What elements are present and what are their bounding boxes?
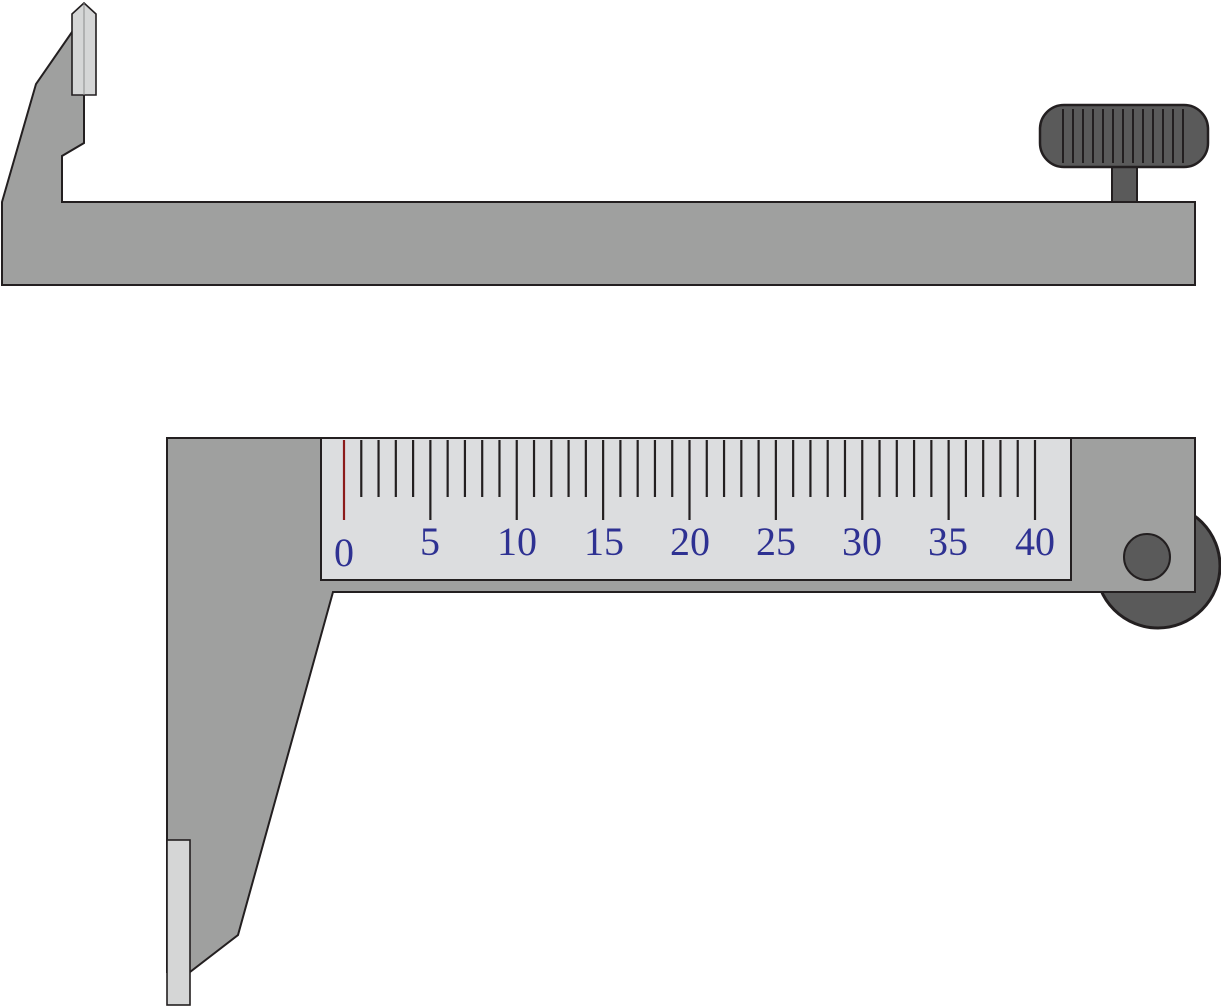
scale-label: 30: [842, 519, 882, 564]
main-beam-assembly: [0, 1, 1210, 286]
locking-screw-head[interactable]: [1123, 533, 1171, 581]
main-beam: [0, 31, 1196, 286]
scale-label: 15: [584, 519, 624, 564]
scale-label: 20: [670, 519, 710, 564]
thumb-screw-shaft: [1111, 165, 1138, 205]
vernier-slider-assembly: 0 5 10 15 20 25 30 35 40: [166, 437, 1221, 1006]
scale-label: 5: [420, 519, 440, 564]
scale-label: 40: [1015, 519, 1055, 564]
scale-labels: 0 5 10 15 20 25 30 35 40: [334, 519, 1055, 575]
scale-label: 35: [928, 519, 968, 564]
scale-label: 10: [497, 519, 537, 564]
scale-label: 0: [334, 530, 354, 575]
thumb-screw-knurling: [1062, 109, 1184, 163]
lower-jaw-tip: [166, 839, 191, 1006]
scale-label: 25: [756, 519, 796, 564]
thumb-screw-icon[interactable]: [1038, 103, 1210, 169]
scale-ticks: [342, 440, 1037, 520]
scale-plate: [320, 437, 1072, 581]
